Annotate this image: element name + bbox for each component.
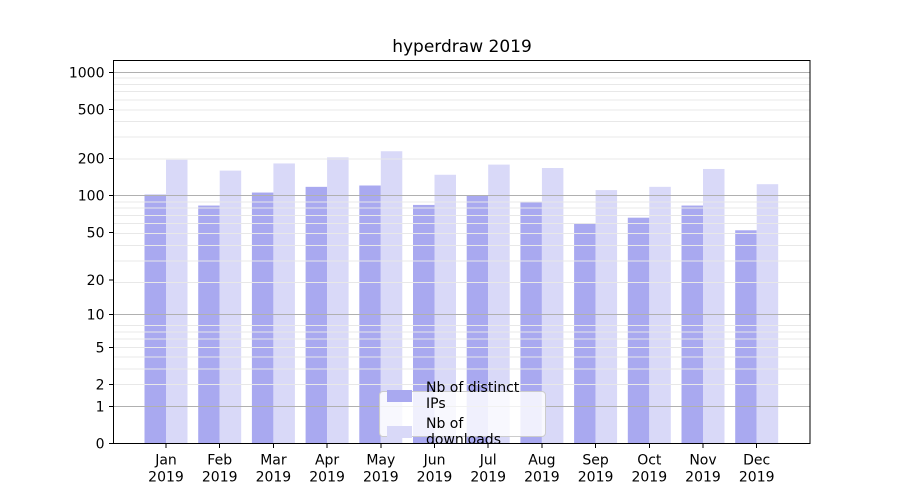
chart-title: hyperdraw 2019 bbox=[392, 37, 532, 57]
x-tick-label-month: Dec bbox=[743, 453, 770, 469]
bar-jun-2019-downloads bbox=[434, 174, 456, 444]
legend-item-downloads: Nb of downloads bbox=[387, 416, 538, 448]
bar-nov-2019-downloads bbox=[703, 168, 725, 444]
y-tick-label: 500 bbox=[78, 103, 105, 119]
y-tick-label: 200 bbox=[78, 152, 105, 168]
x-tick-label-month: Mar bbox=[260, 453, 287, 469]
bar-feb-2019-distinct-ips bbox=[198, 205, 220, 444]
x-tick-label-year: 2019 bbox=[256, 470, 292, 486]
bar-feb-2019-downloads bbox=[219, 170, 242, 444]
bar-sep-2019-distinct-ips bbox=[574, 223, 596, 444]
x-tick-label-month: Jul bbox=[479, 453, 497, 469]
y-tick-label: 0 bbox=[96, 437, 105, 453]
bar-jul-2019-distinct-ips bbox=[466, 195, 489, 444]
bar-jun-2019-distinct-ips bbox=[413, 204, 435, 444]
x-tick-label-year: 2019 bbox=[578, 470, 614, 486]
bar-mar-2019-downloads bbox=[273, 163, 295, 444]
x-tick-label-year: 2019 bbox=[685, 470, 721, 486]
legend: Nb of distinct IPs Nb of downloads bbox=[379, 380, 546, 448]
x-tick-label-month: Sep bbox=[582, 453, 609, 469]
bar-nov-2019-distinct-ips bbox=[681, 205, 703, 444]
y-tick-label: 1000 bbox=[69, 65, 105, 81]
bar-mar-2019-distinct-ips bbox=[251, 192, 274, 444]
x-tick-label-year: 2019 bbox=[309, 470, 345, 486]
legend-label-downloads: Nb of downloads bbox=[426, 416, 501, 448]
x-tick-label-year: 2019 bbox=[631, 470, 667, 486]
y-tick-label: 20 bbox=[87, 273, 105, 289]
y-tick-label: 100 bbox=[78, 189, 105, 205]
x-tick-label-year: 2019 bbox=[363, 470, 399, 486]
x-tick-label-month: Oct bbox=[637, 453, 662, 469]
x-tick-label-month: Aug bbox=[528, 453, 555, 469]
x-tick-label-month: Jan bbox=[154, 453, 177, 469]
bar-oct-2019-distinct-ips bbox=[627, 217, 650, 444]
x-tick-label-year: 2019 bbox=[470, 470, 506, 486]
y-tick-label: 50 bbox=[87, 225, 105, 241]
bar-dec-2019-downloads bbox=[756, 184, 779, 444]
x-tick-label-month: Feb bbox=[207, 453, 232, 469]
x-tick-label-month: Jun bbox=[423, 453, 446, 469]
y-tick-label: 10 bbox=[87, 308, 105, 324]
plot-frame bbox=[113, 60, 811, 444]
bar-may-2019-downloads bbox=[380, 151, 403, 444]
y-tick-label: 1 bbox=[96, 399, 105, 415]
legend-item-distinct-ips: Nb of distinct IPs bbox=[387, 380, 538, 412]
bar-aug-2019-distinct-ips bbox=[520, 202, 542, 444]
x-tick-label-month: Apr bbox=[315, 453, 339, 469]
y-tick-label: 2 bbox=[96, 378, 105, 394]
y-tick-label: 5 bbox=[96, 340, 105, 356]
x-tick-label-year: 2019 bbox=[202, 470, 238, 486]
x-tick-label-year: 2019 bbox=[524, 470, 560, 486]
x-tick-label-year: 2019 bbox=[417, 470, 453, 486]
x-tick-label-month: May bbox=[366, 453, 395, 469]
bar-dec-2019-distinct-ips bbox=[735, 230, 757, 444]
bar-sep-2019-downloads bbox=[595, 190, 618, 444]
bar-jan-2019-distinct-ips bbox=[144, 194, 166, 444]
bar-jan-2019-downloads bbox=[166, 159, 188, 444]
x-tick-label-year: 2019 bbox=[739, 470, 775, 486]
legend-label-distinct-ips: Nb of distinct IPs bbox=[426, 380, 520, 412]
x-tick-label-month: Nov bbox=[689, 453, 716, 469]
bar-aug-2019-downloads bbox=[541, 168, 564, 444]
legend-swatch-distinct-ips bbox=[387, 390, 412, 402]
x-tick-label-year: 2019 bbox=[148, 470, 184, 486]
bar-jul-2019-downloads bbox=[488, 164, 510, 444]
legend-swatch-downloads bbox=[387, 426, 412, 438]
bar-apr-2019-downloads bbox=[327, 157, 349, 444]
